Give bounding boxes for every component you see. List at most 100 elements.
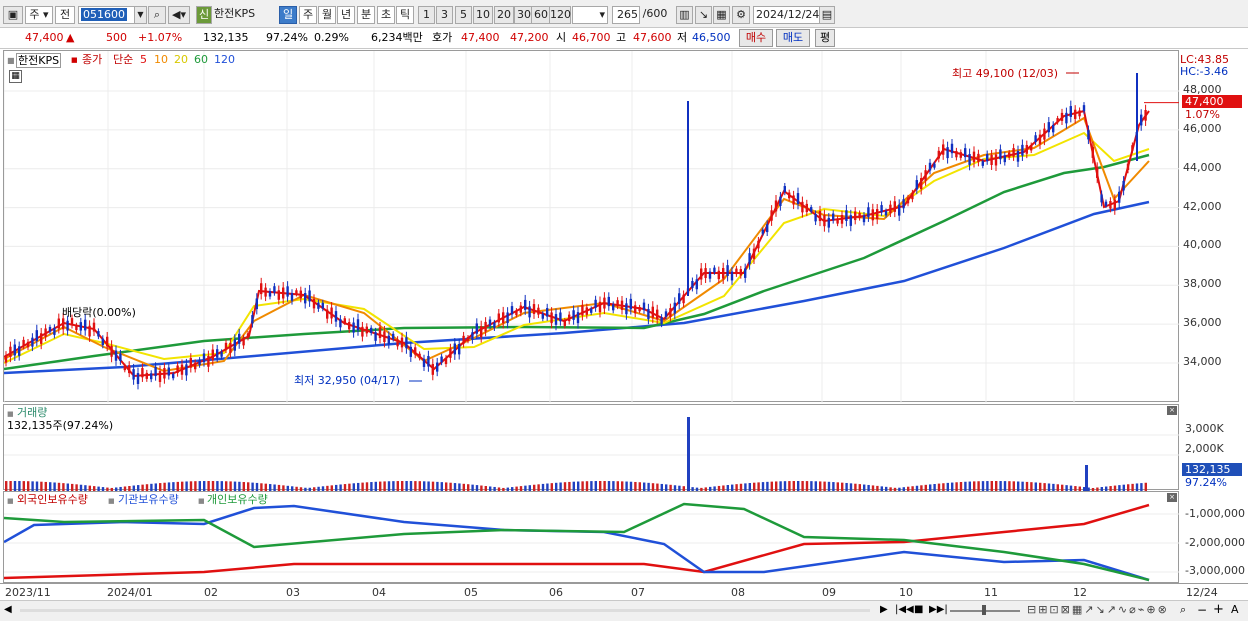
candle-body xyxy=(62,318,65,330)
volume-pane[interactable]: ■ 거래량 132,135주(97.24%) × xyxy=(3,404,1180,491)
candle-body xyxy=(999,149,1002,160)
drawing-tools-icons[interactable]: ⊟⊞⊡⊠▦↗↘↗∿⌀⌁⊕⊗ xyxy=(1027,603,1169,616)
legend-individual[interactable]: 개인보유수량 xyxy=(207,493,268,506)
interval-10[interactable]: 10 xyxy=(473,6,493,24)
volume-bar xyxy=(145,484,149,491)
candle-body xyxy=(198,359,201,366)
first-page-icon[interactable]: |◀◀ xyxy=(895,604,914,615)
zoom-out-icon[interactable]: − xyxy=(1197,603,1208,617)
interval-input[interactable]: ▾ xyxy=(572,6,608,24)
candle-body xyxy=(783,186,786,193)
volume-current-tag: 132,135 xyxy=(1182,463,1242,476)
zoom-slider-handle[interactable] xyxy=(982,605,986,615)
volume-bar xyxy=(44,481,47,491)
volume-title[interactable]: 거래량 xyxy=(17,406,48,419)
volume-bar xyxy=(678,485,681,491)
zoom-in-icon[interactable]: + xyxy=(1213,602,1224,617)
legend-foreign[interactable]: 외국인보유수량 xyxy=(17,493,88,506)
count-input[interactable]: 265 xyxy=(612,6,640,24)
period-week[interactable]: 주 xyxy=(299,6,317,24)
code-input[interactable]: 051600 xyxy=(78,6,136,24)
interval-5[interactable]: 5 xyxy=(455,6,472,24)
ma60-line xyxy=(4,153,1150,371)
market-select[interactable]: 주 ▾ xyxy=(25,6,53,24)
period-month[interactable]: 월 xyxy=(318,6,336,24)
volume-bar xyxy=(612,481,615,491)
volume-bar xyxy=(819,481,822,491)
period-tick[interactable]: 틱 xyxy=(396,6,414,24)
interval-60[interactable]: 60 xyxy=(531,6,551,24)
volume-bar xyxy=(9,481,12,491)
stop-icon[interactable]: ■ xyxy=(914,604,924,615)
legend-institution[interactable]: 기관보유수량 xyxy=(118,493,179,506)
holdings-canvas[interactable] xyxy=(4,492,1180,584)
volume-bar xyxy=(550,483,553,491)
candle-body xyxy=(796,193,800,204)
period-minute[interactable]: 분 xyxy=(357,6,375,24)
interval-20[interactable]: 20 xyxy=(494,6,514,24)
scroll-right-icon[interactable]: ▶ xyxy=(880,604,888,615)
interval-3[interactable]: 3 xyxy=(436,6,453,24)
scrollbar-track[interactable] xyxy=(20,609,870,612)
period-second[interactable]: 초 xyxy=(377,6,395,24)
chart-type-icon[interactable]: ▥ xyxy=(676,6,693,24)
search-icon[interactable]: ⌕ xyxy=(148,6,166,24)
volume-bar xyxy=(1122,484,1125,491)
volume-bar xyxy=(607,481,611,491)
date-input[interactable]: 2024/12/24 xyxy=(753,6,823,24)
jeon-button[interactable]: 전 xyxy=(55,6,75,24)
legend-stock-name[interactable]: 한전KPS xyxy=(16,53,62,68)
candle-body xyxy=(317,302,320,309)
volume-bar xyxy=(13,481,17,491)
legend-ma60[interactable]: 60 xyxy=(194,53,208,66)
interval-1[interactable]: 1 xyxy=(418,6,435,24)
table-icon[interactable]: ▦ xyxy=(9,70,22,83)
average-button[interactable]: 평 xyxy=(815,29,835,47)
last-page-icon[interactable]: ▶▶| xyxy=(929,604,948,615)
candle-body xyxy=(466,337,470,342)
candle-body xyxy=(871,209,874,221)
volume-bar xyxy=(704,487,707,491)
zoom-search-icon[interactable]: ⌕ xyxy=(1180,603,1187,616)
candle-body xyxy=(664,311,668,317)
buy-button[interactable]: 매수 xyxy=(739,29,773,47)
grid-icon[interactable]: ▦ xyxy=(713,6,730,24)
volume-spike xyxy=(687,417,690,491)
period-year[interactable]: 년 xyxy=(337,6,355,24)
sell-button[interactable]: 매도 xyxy=(776,29,810,47)
price-chart-pane[interactable]: ■ 한전KPS ■ 종가 단순 5 10 20 60 120 ▦ 배당락(0.0… xyxy=(3,50,1180,403)
legend-ma10[interactable]: 10 xyxy=(154,53,168,66)
gear-icon[interactable]: ⚙ xyxy=(732,6,750,24)
window-icon[interactable]: ▣ xyxy=(3,6,23,24)
speaker-icon[interactable]: ◀▾ xyxy=(168,6,190,24)
candle-body xyxy=(141,368,144,378)
legend-ma120[interactable]: 120 xyxy=(214,53,235,66)
holdings-close-icon[interactable]: × xyxy=(1167,493,1177,502)
candle-body xyxy=(924,170,927,181)
legend-ma5[interactable]: 5 xyxy=(140,53,147,66)
font-size-icon[interactable]: A xyxy=(1231,603,1239,616)
calendar-icon[interactable]: ▤ xyxy=(819,6,835,24)
candle-body xyxy=(722,268,725,279)
interval-120[interactable]: 120 xyxy=(549,6,571,24)
volume-close-icon[interactable]: × xyxy=(1167,406,1177,415)
code-dropdown-icon[interactable]: ▼ xyxy=(134,6,147,24)
volume-bar xyxy=(361,482,364,491)
candle-body xyxy=(224,342,228,350)
draw-tool-icon[interactable]: ↘ xyxy=(695,6,712,24)
candle-body xyxy=(986,154,989,162)
price-axis[interactable]: LC:43.85 HC:-3.46 48,000 46,000 44,000 42,0… xyxy=(1179,50,1245,402)
price-chart-canvas[interactable] xyxy=(4,51,1180,403)
legend-ma20[interactable]: 20 xyxy=(174,53,188,66)
candle-body xyxy=(572,310,575,320)
holdings-pane[interactable]: ■ 외국인보유수량 ■ 기관보유수량 ■ 개인보유수량 × xyxy=(3,491,1180,584)
legend-close[interactable]: 종가 xyxy=(82,53,103,66)
volume-bar xyxy=(467,484,470,491)
volume-canvas[interactable] xyxy=(4,405,1180,491)
period-day[interactable]: 일 xyxy=(279,6,297,24)
price-tick: 48,000 xyxy=(1183,83,1222,96)
volume-bar xyxy=(119,486,122,491)
scroll-left-icon[interactable]: ◀ xyxy=(4,604,12,615)
price-row: 47,400 ▲ 500 +1.07% 132,135 97.24% 0.29%… xyxy=(0,28,1248,49)
candle-body xyxy=(1003,155,1006,163)
